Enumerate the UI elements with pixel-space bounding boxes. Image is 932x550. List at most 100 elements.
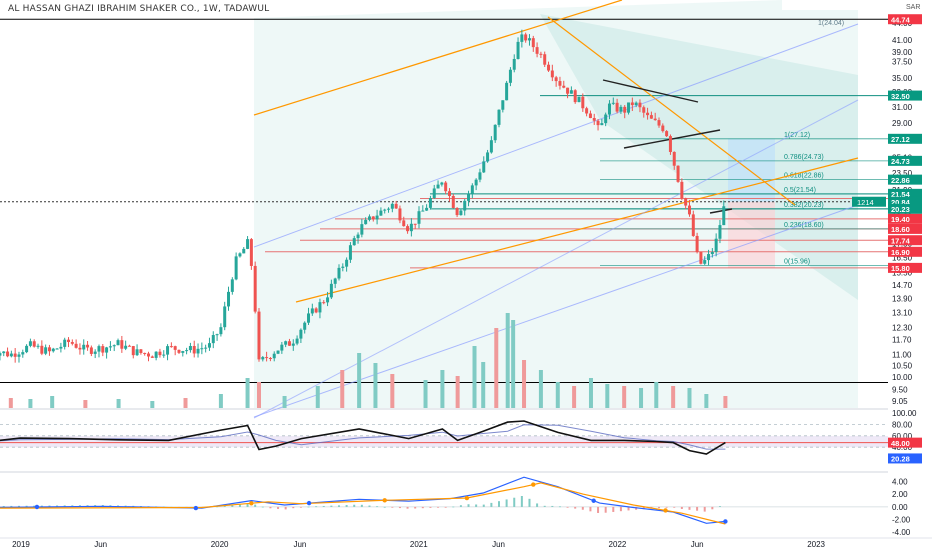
- candle-body: [486, 152, 490, 162]
- candle-body: [207, 343, 211, 348]
- rsi-tick-label: 60.00: [892, 432, 913, 441]
- fib-level-label: 0.236(18.60): [784, 222, 824, 229]
- candle-body: [611, 102, 615, 104]
- candle-body: [127, 345, 131, 347]
- candle-body: [604, 114, 608, 124]
- candle-body: [322, 302, 326, 304]
- y-tick-label: 11.70: [892, 336, 912, 345]
- x-tick-label: 2022: [609, 540, 627, 549]
- candle-body: [329, 283, 333, 298]
- candle-body: [287, 341, 291, 346]
- volume-bar: [83, 400, 88, 408]
- candle-body: [566, 87, 570, 94]
- macd-histogram-bar: [536, 503, 539, 507]
- candle-body: [135, 349, 139, 356]
- candle-body: [489, 140, 493, 153]
- candle-body: [105, 347, 109, 353]
- y-tick-label: 37.50: [892, 57, 913, 66]
- macd-histogram-bar: [490, 502, 493, 507]
- candle-body: [630, 102, 634, 106]
- volume-bar: [511, 320, 516, 408]
- x-tick-label: Jun: [492, 540, 505, 549]
- candle-body: [390, 203, 394, 209]
- macd-histogram-bar: [475, 504, 478, 507]
- macd-histogram-bar: [223, 505, 226, 507]
- candle-body: [139, 349, 143, 353]
- candle-body: [360, 224, 364, 235]
- candle-body: [649, 115, 653, 119]
- channel-fill: [254, 0, 858, 408]
- price-tag: [888, 196, 922, 207]
- candle-body: [55, 348, 59, 350]
- macd-histogram-bar: [642, 506, 645, 510]
- candle-body: [383, 209, 387, 211]
- candle-body: [67, 339, 71, 343]
- candle-body: [200, 348, 204, 350]
- candle-body: [307, 313, 311, 323]
- candle-body: [116, 340, 120, 346]
- macd-cross-marker: [193, 505, 199, 511]
- macd-histogram-bar: [497, 501, 500, 507]
- candle-body: [478, 172, 482, 180]
- candle-body: [600, 123, 604, 126]
- volume-bar: [116, 399, 121, 408]
- candle-body: [268, 358, 272, 360]
- rsi-band: [0, 436, 888, 448]
- candle-body: [21, 352, 25, 355]
- macd-histogram-bar: [33, 505, 36, 507]
- candle-body: [543, 54, 547, 65]
- macd-histogram-bar: [551, 505, 554, 507]
- price-tag: [888, 203, 922, 214]
- candle-body: [63, 339, 67, 347]
- x-tick-label: 2019: [12, 540, 30, 549]
- macd-histogram-bar: [40, 505, 43, 507]
- macd-histogram-bar: [17, 505, 20, 507]
- candle-body: [257, 311, 261, 360]
- candle-body: [646, 112, 650, 116]
- candle-body: [417, 211, 421, 224]
- macd-histogram-bar: [2, 505, 5, 507]
- candle-body: [25, 345, 29, 353]
- candle-body: [512, 58, 516, 70]
- price-tag-label: 32.50: [891, 92, 910, 101]
- candle-body: [318, 302, 322, 313]
- macd-histogram-bar: [330, 505, 333, 507]
- candle-body: [101, 346, 105, 353]
- rsi-line: [0, 420, 726, 455]
- macd-histogram-bar: [680, 506, 683, 509]
- macd-histogram-bar: [315, 506, 318, 508]
- candle-body: [51, 348, 55, 352]
- price-tag: [888, 90, 922, 101]
- macd-histogram-bar: [513, 497, 516, 507]
- macd-histogram-bar: [429, 506, 432, 508]
- candle-body: [0, 353, 2, 356]
- candle-body: [707, 254, 711, 261]
- candle-body: [345, 259, 349, 267]
- y-tick-label: 11.00: [892, 350, 912, 359]
- macd-histogram-bar: [383, 506, 386, 508]
- macd-histogram-bar: [216, 506, 219, 508]
- candle-body: [516, 41, 520, 59]
- candle-body: [299, 329, 303, 339]
- candle-body: [314, 308, 318, 313]
- currency-label: SAR: [906, 4, 920, 11]
- x-tick-label: 2023: [807, 540, 825, 549]
- candle-body: [204, 347, 208, 349]
- volume-bar: [183, 398, 188, 408]
- countdown-tag: [852, 196, 886, 207]
- volume-bar: [687, 388, 692, 408]
- volume-bar: [150, 401, 155, 408]
- candle-body: [394, 203, 398, 209]
- rsi-tick-label: 100.00: [892, 409, 917, 418]
- y-tick-label: 13.10: [892, 309, 913, 318]
- macd-tick-label: -2.00: [892, 516, 911, 525]
- y-tick-label: 23.50: [892, 169, 913, 178]
- orange-trendline: [547, 16, 796, 206]
- macd-cross-marker: [723, 519, 728, 524]
- candle-body: [124, 345, 128, 349]
- candle-body: [120, 340, 124, 349]
- candle-body: [672, 151, 676, 166]
- macd-histogram-bar: [391, 506, 394, 508]
- volume-bar: [622, 386, 627, 408]
- candle-body: [188, 345, 192, 351]
